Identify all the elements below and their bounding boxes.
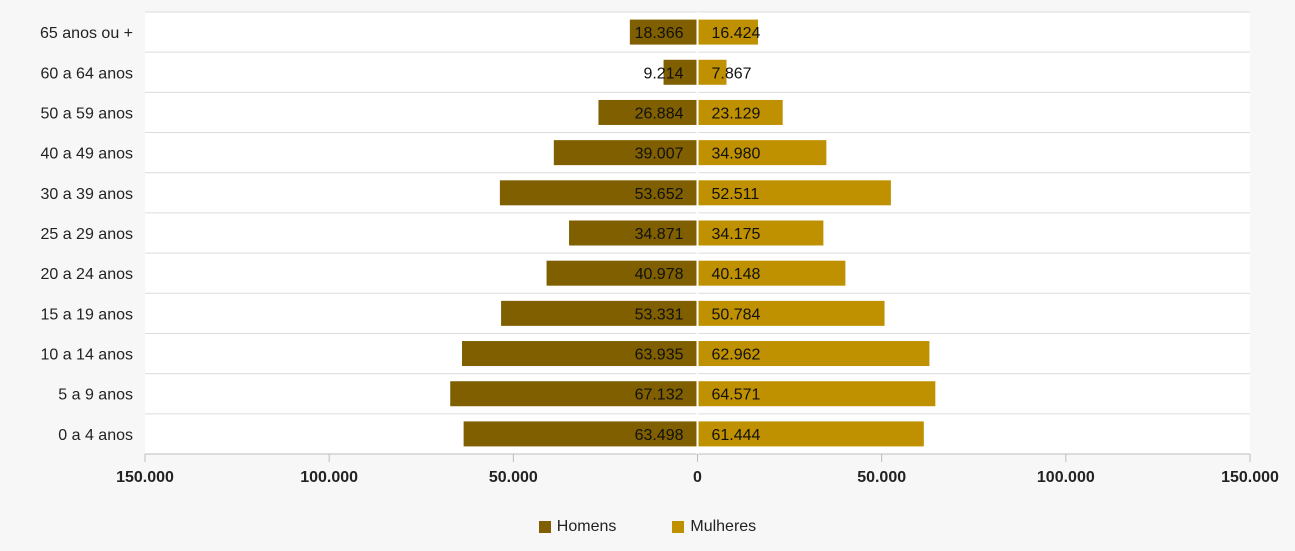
legend-item-mulheres[interactable]: Mulheres (672, 518, 756, 536)
x-tick-label: 150.000 (116, 469, 174, 486)
category-label: 25 a 29 anos (40, 226, 133, 243)
data-label-homens: 63.498 (635, 427, 684, 444)
bar-mulheres (697, 341, 930, 367)
data-label-homens: 26.884 (635, 105, 684, 122)
bar-homens (463, 421, 698, 447)
bar-mulheres (697, 421, 924, 447)
legend-label-mulheres: Mulheres (690, 518, 757, 535)
bar-mulheres (697, 59, 727, 85)
bar-mulheres (697, 140, 827, 166)
bar-mulheres (697, 99, 783, 125)
category-label: 0 a 4 anos (58, 427, 133, 444)
bar-homens (663, 59, 698, 85)
bar-mulheres (697, 220, 824, 246)
category-label: 10 a 14 anos (40, 347, 133, 364)
category-label: 50 a 59 anos (40, 105, 133, 122)
x-tick-label: 100.000 (300, 469, 358, 486)
category-label: 60 a 64 anos (40, 65, 133, 82)
data-label-mulheres: 16.424 (712, 25, 761, 42)
legend-swatch-mulheres (672, 521, 685, 533)
data-label-mulheres: 40.148 (712, 266, 761, 283)
data-label-homens: 9.214 (643, 65, 683, 82)
x-tick-label: 150.000 (1221, 469, 1279, 486)
legend-label-homens: Homens (556, 518, 617, 535)
data-label-homens: 39.007 (635, 146, 684, 163)
bar-homens (462, 341, 698, 367)
data-label-homens: 18.366 (635, 25, 684, 42)
data-label-mulheres: 23.129 (712, 105, 761, 122)
bar-homens (499, 180, 698, 206)
data-label-mulheres: 34.980 (712, 146, 761, 163)
category-label: 15 a 19 anos (40, 306, 133, 323)
bar-homens (598, 99, 698, 125)
data-label-mulheres: 64.571 (712, 387, 761, 404)
category-label: 65 anos ou + (40, 25, 133, 42)
bar-mulheres (697, 381, 936, 407)
category-label: 5 a 9 anos (58, 387, 133, 404)
x-tick-label: 100.000 (1037, 469, 1095, 486)
data-label-homens: 53.652 (635, 186, 684, 203)
bar-mulheres (697, 19, 758, 45)
bar-homens (629, 19, 698, 45)
data-label-homens: 63.935 (635, 347, 684, 364)
bar-homens (569, 220, 698, 246)
category-label: 40 a 49 anos (40, 146, 133, 163)
legend: Homens Mulheres (0, 518, 1295, 536)
data-label-homens: 40.978 (635, 266, 684, 283)
bar-mulheres (697, 180, 891, 206)
legend-swatch-homens (538, 521, 551, 533)
category-label: 30 a 39 anos (40, 186, 133, 203)
data-label-homens: 34.871 (635, 226, 684, 243)
data-label-mulheres: 52.511 (712, 186, 760, 203)
bar-homens (546, 260, 698, 286)
bar-homens (450, 381, 698, 407)
bar-mulheres (697, 260, 846, 286)
category-label: 20 a 24 anos (40, 266, 133, 283)
data-label-mulheres: 7.867 (712, 65, 752, 82)
data-label-mulheres: 61.444 (712, 427, 761, 444)
bar-homens (553, 140, 698, 166)
bar-homens (501, 300, 698, 326)
bar-mulheres (697, 300, 885, 326)
data-label-homens: 53.331 (635, 306, 684, 323)
data-label-mulheres: 34.175 (712, 226, 761, 243)
data-label-homens: 67.132 (635, 387, 684, 404)
x-tick-label: 50.000 (489, 469, 538, 486)
x-tick-label: 50.000 (857, 469, 906, 486)
x-tick-label: 0 (693, 469, 702, 486)
data-label-mulheres: 50.784 (712, 306, 761, 323)
data-label-mulheres: 62.962 (712, 347, 761, 364)
legend-item-homens[interactable]: Homens (538, 518, 617, 536)
